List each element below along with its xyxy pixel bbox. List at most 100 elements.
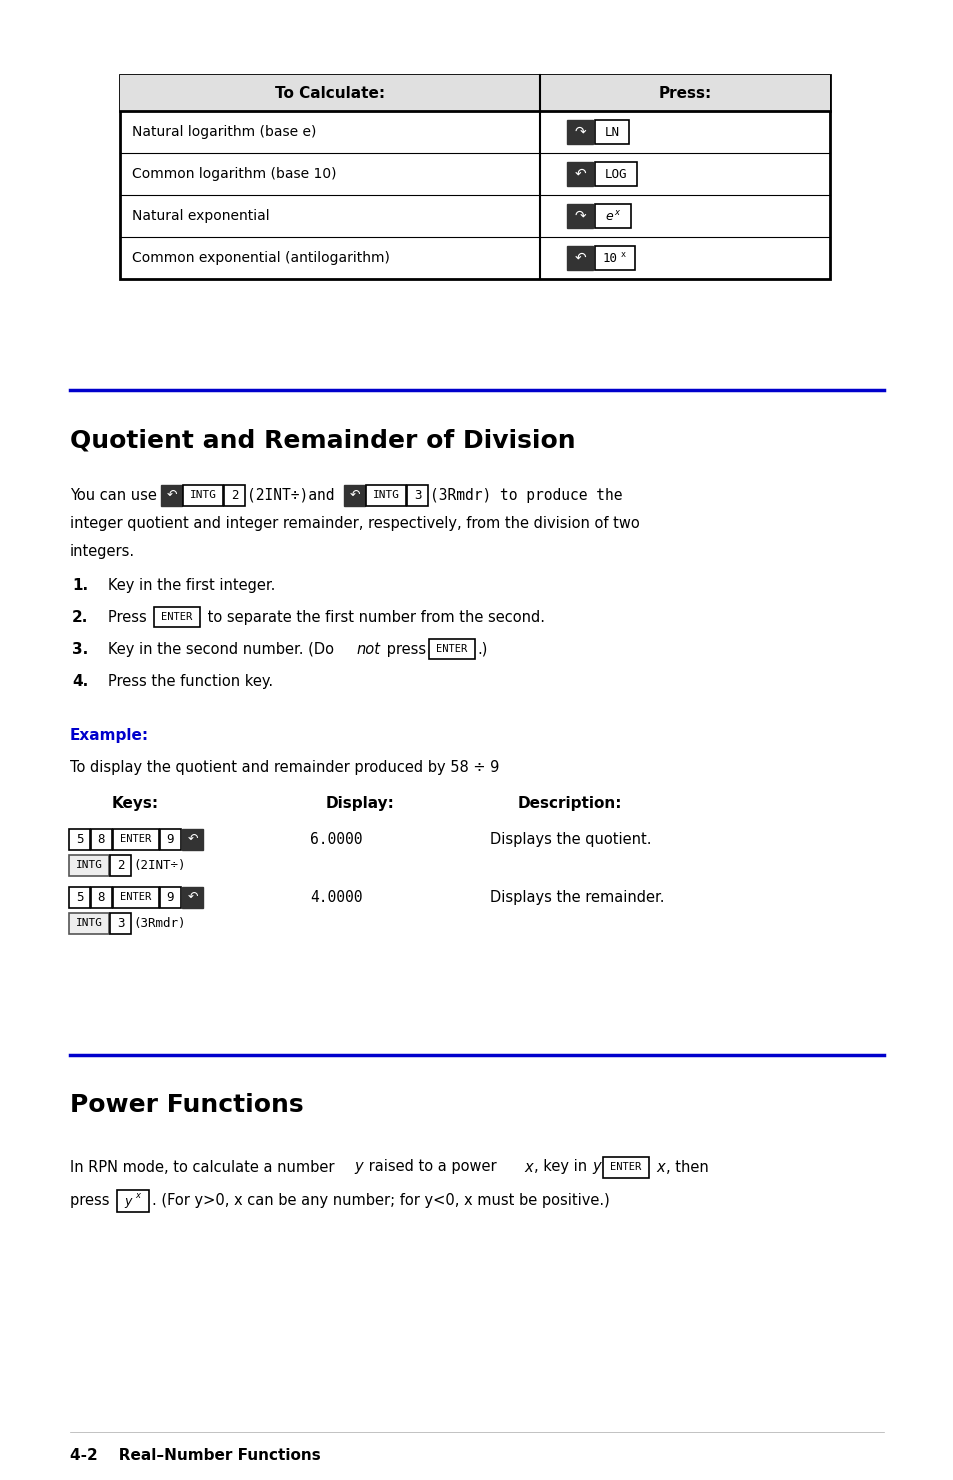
Text: x: x	[523, 1159, 532, 1175]
Text: Displays the quotient.: Displays the quotient.	[490, 832, 651, 847]
Text: to separate the first number from the second.: to separate the first number from the se…	[203, 610, 544, 625]
FancyBboxPatch shape	[161, 484, 182, 506]
Text: Key in the second number. (Do: Key in the second number. (Do	[108, 641, 338, 657]
Bar	[120, 75, 829, 111]
FancyBboxPatch shape	[112, 829, 159, 850]
Text: LN: LN	[604, 126, 618, 139]
Text: 2: 2	[231, 488, 238, 502]
FancyBboxPatch shape	[69, 829, 90, 850]
FancyBboxPatch shape	[153, 607, 200, 628]
FancyBboxPatch shape	[117, 1190, 149, 1212]
Text: (3Rmdr) to produce the: (3Rmdr) to produce the	[430, 487, 622, 503]
Text: y: y	[354, 1159, 362, 1175]
Text: press: press	[70, 1193, 114, 1209]
Text: e: e	[604, 210, 612, 222]
Text: 6.0000: 6.0000	[310, 832, 362, 847]
Text: ↶: ↶	[166, 488, 176, 502]
Text: integers.: integers.	[70, 543, 135, 558]
Text: 8: 8	[97, 891, 105, 903]
FancyBboxPatch shape	[595, 246, 635, 269]
FancyBboxPatch shape	[110, 913, 131, 934]
Text: Description:: Description:	[517, 796, 621, 811]
Text: 8: 8	[97, 832, 105, 845]
Text: Power Functions: Power Functions	[70, 1094, 303, 1117]
Text: x: x	[135, 1191, 140, 1200]
Text: INTG: INTG	[190, 490, 216, 500]
Text: (3Rmdr): (3Rmdr)	[132, 916, 185, 929]
Text: ENTER: ENTER	[436, 644, 467, 654]
Text: In RPN mode, to calculate a number: In RPN mode, to calculate a number	[70, 1159, 338, 1175]
FancyBboxPatch shape	[429, 639, 475, 659]
Text: 4-2    Real–Number Functions: 4-2 Real–Number Functions	[70, 1447, 320, 1462]
FancyBboxPatch shape	[91, 829, 112, 850]
FancyBboxPatch shape	[602, 1156, 648, 1178]
Text: y: y	[124, 1194, 132, 1208]
Text: Quotient and Remainder of Division: Quotient and Remainder of Division	[70, 428, 575, 451]
Text: 2.: 2.	[71, 610, 89, 625]
Text: press: press	[381, 641, 431, 657]
FancyBboxPatch shape	[566, 120, 593, 144]
FancyBboxPatch shape	[112, 887, 159, 907]
FancyBboxPatch shape	[160, 829, 181, 850]
Text: (2INT÷)and: (2INT÷)and	[247, 487, 343, 503]
Text: Common logarithm (base 10): Common logarithm (base 10)	[132, 167, 336, 181]
Text: To display the quotient and remainder produced by 58 ÷ 9: To display the quotient and remainder pr…	[70, 759, 498, 774]
Text: Natural exponential: Natural exponential	[132, 209, 270, 223]
FancyBboxPatch shape	[566, 161, 593, 186]
Text: Example:: Example:	[70, 728, 149, 743]
Text: 3.: 3.	[71, 641, 89, 657]
FancyBboxPatch shape	[182, 829, 203, 850]
FancyBboxPatch shape	[182, 887, 203, 907]
Text: (2INT÷): (2INT÷)	[132, 858, 185, 872]
Text: Display:: Display:	[325, 796, 394, 811]
Text: not: not	[355, 641, 379, 657]
FancyBboxPatch shape	[407, 484, 428, 506]
FancyBboxPatch shape	[595, 204, 630, 228]
Text: You can use: You can use	[70, 487, 161, 503]
Text: 4.0000: 4.0000	[310, 889, 362, 904]
Text: 1.: 1.	[71, 577, 88, 592]
Text: ↶: ↶	[349, 488, 359, 502]
Text: , key in: , key in	[534, 1159, 591, 1175]
Text: ENTER: ENTER	[161, 613, 193, 622]
Text: Keys:: Keys:	[112, 796, 158, 811]
Text: ↶: ↶	[574, 167, 585, 181]
Text: ↶: ↶	[187, 832, 197, 845]
Text: Displays the remainder.: Displays the remainder.	[490, 889, 664, 904]
Text: ENTER: ENTER	[120, 835, 152, 844]
Text: x: x	[614, 207, 618, 216]
Text: ENTER: ENTER	[610, 1162, 641, 1172]
Text: x: x	[619, 250, 625, 259]
Text: Key in the first integer.: Key in the first integer.	[108, 577, 275, 592]
Text: 9: 9	[167, 891, 174, 903]
FancyBboxPatch shape	[566, 204, 593, 228]
Text: . (For y>0, x can be any number; for y<0, x must be positive.): . (For y>0, x can be any number; for y<0…	[152, 1193, 609, 1209]
Text: LOG: LOG	[604, 167, 626, 181]
Text: x: x	[656, 1159, 664, 1175]
FancyBboxPatch shape	[344, 484, 365, 506]
FancyBboxPatch shape	[69, 887, 90, 907]
Text: ↷: ↷	[574, 209, 585, 223]
Text: ↶: ↶	[574, 252, 585, 265]
Text: ↷: ↷	[574, 124, 585, 139]
Text: Press:: Press:	[658, 86, 711, 101]
Bar	[120, 75, 829, 280]
FancyBboxPatch shape	[69, 913, 109, 934]
Text: Common exponential (antilogarithm): Common exponential (antilogarithm)	[132, 252, 390, 265]
Text: .): .)	[476, 641, 487, 657]
Text: ↶: ↶	[187, 891, 197, 903]
Text: 9: 9	[167, 832, 174, 845]
Text: Press: Press	[108, 610, 152, 625]
FancyBboxPatch shape	[595, 120, 628, 144]
Text: 3: 3	[414, 488, 421, 502]
Text: INTG: INTG	[372, 490, 399, 500]
Text: 5: 5	[75, 832, 83, 845]
Text: 10: 10	[602, 252, 617, 265]
FancyBboxPatch shape	[224, 484, 245, 506]
FancyBboxPatch shape	[160, 887, 181, 907]
FancyBboxPatch shape	[69, 854, 109, 876]
Text: INTG: INTG	[75, 918, 102, 928]
Text: INTG: INTG	[75, 860, 102, 870]
FancyBboxPatch shape	[110, 854, 131, 876]
Text: raised to a power: raised to a power	[364, 1159, 500, 1175]
